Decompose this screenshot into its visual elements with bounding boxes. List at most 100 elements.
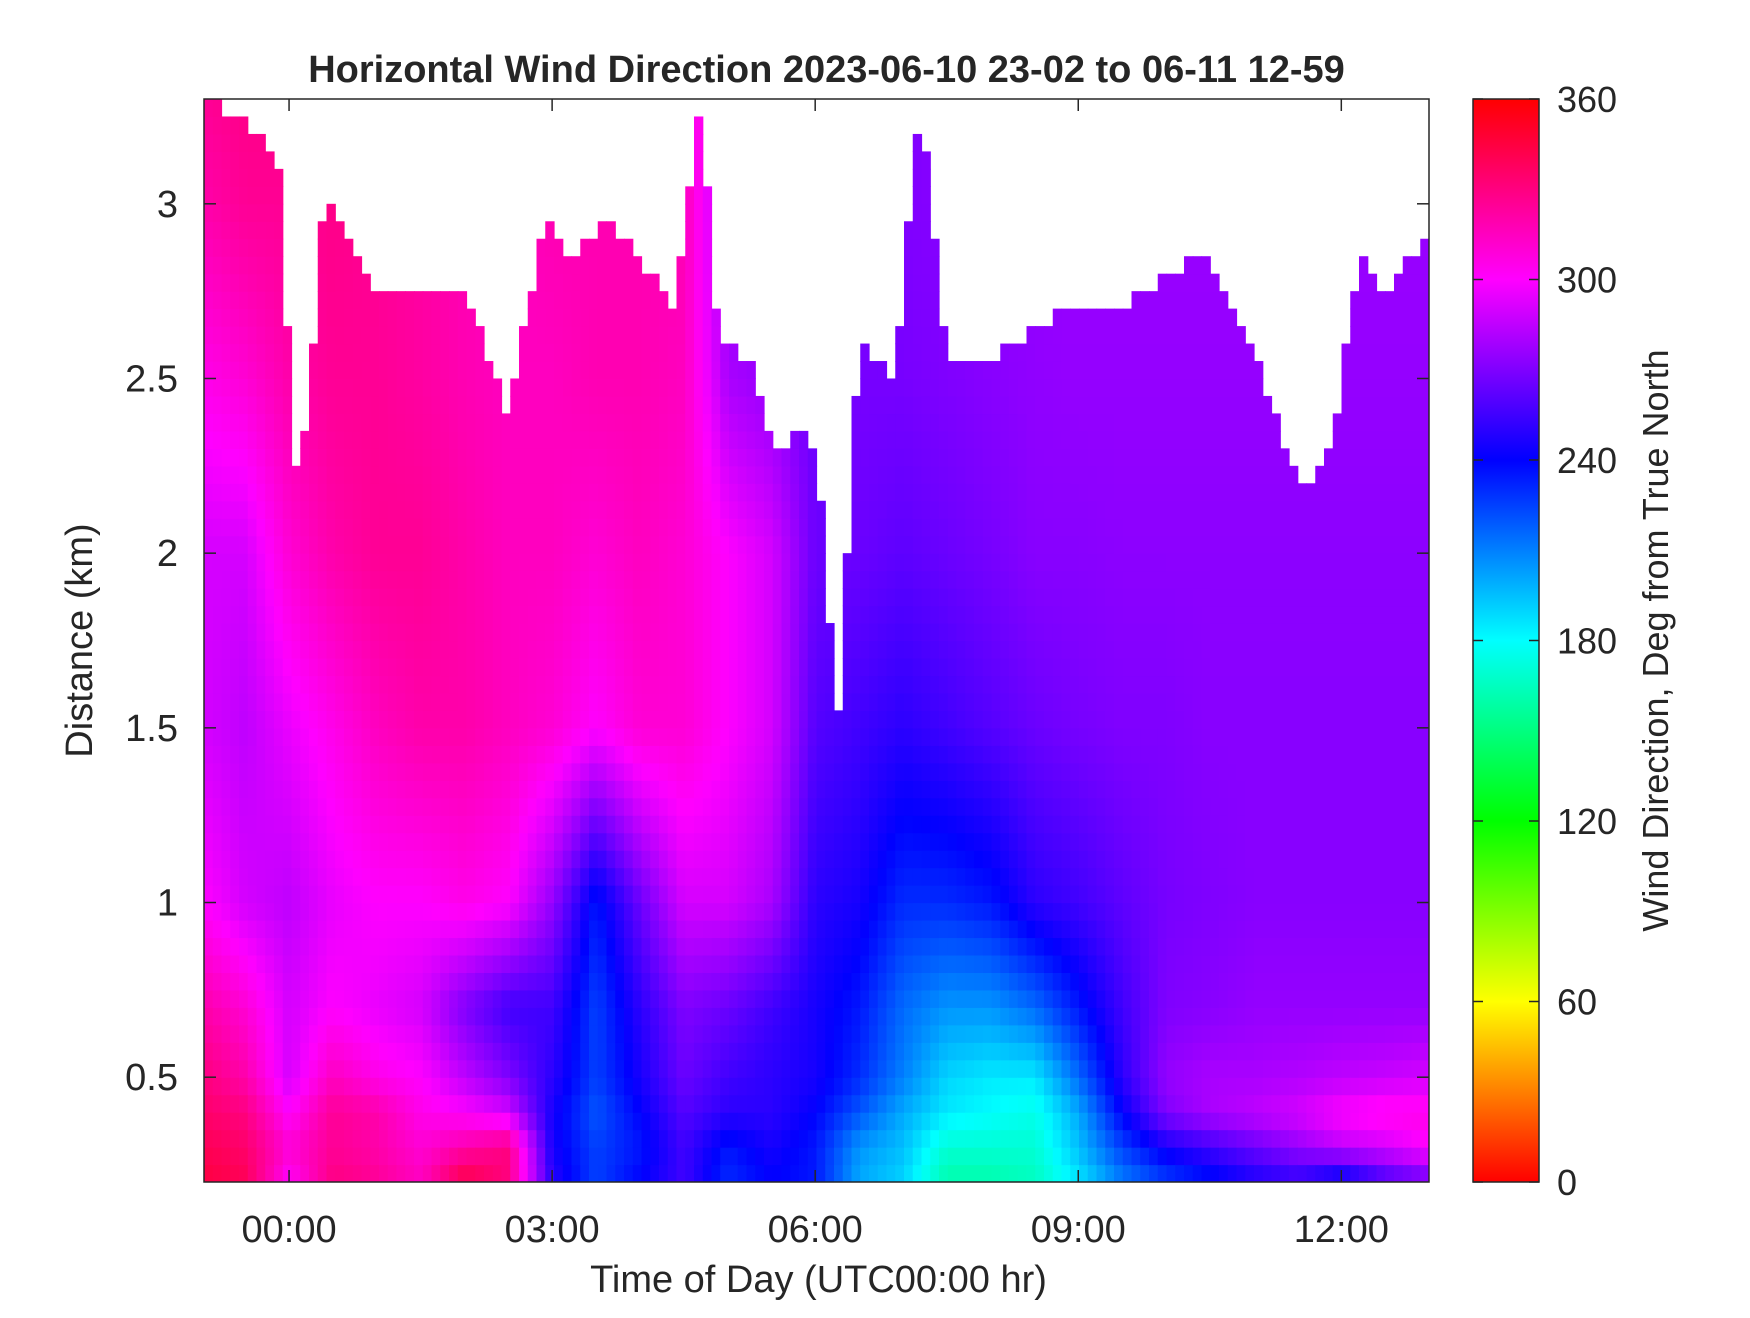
heatmap-cell [597,885,608,904]
heatmap-cell [562,902,573,921]
heatmap-cell [317,326,328,345]
heatmap-cell [265,727,275,746]
heatmap-cell [212,151,223,170]
heatmap-cell [939,885,949,904]
heatmap-cell [239,885,249,904]
heatmap-cell [414,570,424,589]
heatmap-cell [414,1164,424,1182]
heatmap-cell [536,919,546,939]
heatmap-cell [414,623,424,642]
heatmap-cell [746,972,756,991]
heatmap-cell [484,972,494,991]
heatmap-cell [545,692,555,711]
heatmap-cell [589,238,599,257]
heatmap-cell [1009,972,1019,991]
heatmap-cell [247,378,258,397]
heatmap-cell [221,780,231,799]
heatmap-cell [1035,657,1045,677]
heatmap-cell [685,867,695,886]
heatmap-cell [335,972,345,991]
heatmap-cell [335,518,345,537]
heatmap-cell [466,762,476,781]
heatmap-cell [930,780,940,799]
heatmap-cell [370,343,380,362]
heatmap-cell [632,692,643,711]
heatmap-cell [615,413,625,432]
heatmap-cell [1026,605,1036,624]
heatmap-cell [982,448,993,467]
heatmap-cell [1026,815,1036,834]
heatmap-cell [729,535,739,554]
heatmap-cell [624,326,634,345]
heatmap-cell [764,675,774,694]
heatmap-cell [860,500,870,519]
heatmap-cell [466,535,476,554]
heatmap-cell [720,1042,730,1061]
heatmap-cell [781,972,791,991]
heatmap-cell [965,448,975,467]
heatmap-cell [501,1147,511,1166]
heatmap-cell [317,1042,328,1061]
heatmap-cell [221,762,231,781]
heatmap-cell [422,1147,433,1166]
heatmap-cell [440,797,450,816]
heatmap-cell [449,291,459,310]
heatmap-cell [912,291,923,310]
heatmap-cell [361,413,371,432]
heatmap-cell [632,885,643,904]
heatmap-cell [562,762,573,781]
heatmap-cell [510,640,520,659]
heatmap-cell [396,395,406,415]
heatmap-cell [317,308,328,327]
heatmap-cell [387,710,398,729]
heatmap-cell [694,256,704,275]
heatmap-cell [291,553,301,572]
heatmap-cell [204,256,214,275]
heatmap-cell [379,605,389,624]
heatmap-cell [554,692,564,711]
heatmap-cell [309,1007,319,1026]
heatmap-cell [772,780,783,799]
heatmap-cell [842,745,853,764]
heatmap-cell [335,483,345,502]
heatmap-cell [1035,623,1045,642]
heatmap-cell [799,1112,809,1131]
heatmap-cell [921,745,931,764]
heatmap-cell [466,448,476,467]
heatmap-cell [869,989,879,1008]
heatmap-cell [379,902,389,921]
heatmap-cell [352,919,363,939]
heatmap-cell [571,448,581,467]
heatmap-cell [912,797,923,816]
heatmap-cell [414,535,424,554]
heatmap-cell [475,605,485,624]
heatmap-cell [921,692,931,711]
heatmap-cell [869,1129,879,1148]
heatmap-cell [930,1059,940,1078]
heatmap-cell [484,395,494,415]
heatmap-cell [536,465,546,484]
heatmap-cell [1026,588,1036,607]
heatmap-cell [466,500,476,519]
heatmap-cell [247,885,258,904]
heatmap-cell [309,1094,319,1113]
heatmap-cell [291,710,301,729]
heatmap-cell [274,308,284,327]
heatmap-cell [344,780,354,799]
heatmap-cell [239,972,249,991]
heatmap-cell [624,1094,634,1113]
heatmap-cell [291,1059,301,1078]
heatmap-cell [991,797,1001,816]
heatmap-cell [982,1077,993,1096]
heatmap-cell [947,570,958,589]
heatmap-cell [895,902,905,921]
heatmap-cell [606,483,616,502]
heatmap-cell [615,291,625,310]
heatmap-cell [799,1077,809,1096]
heatmap-cell [317,448,328,467]
heatmap-cell [291,535,301,554]
heatmap-cell [370,867,380,886]
heatmap-cell [956,832,966,851]
heatmap-cell [939,1112,949,1131]
heatmap-cell [256,640,266,659]
